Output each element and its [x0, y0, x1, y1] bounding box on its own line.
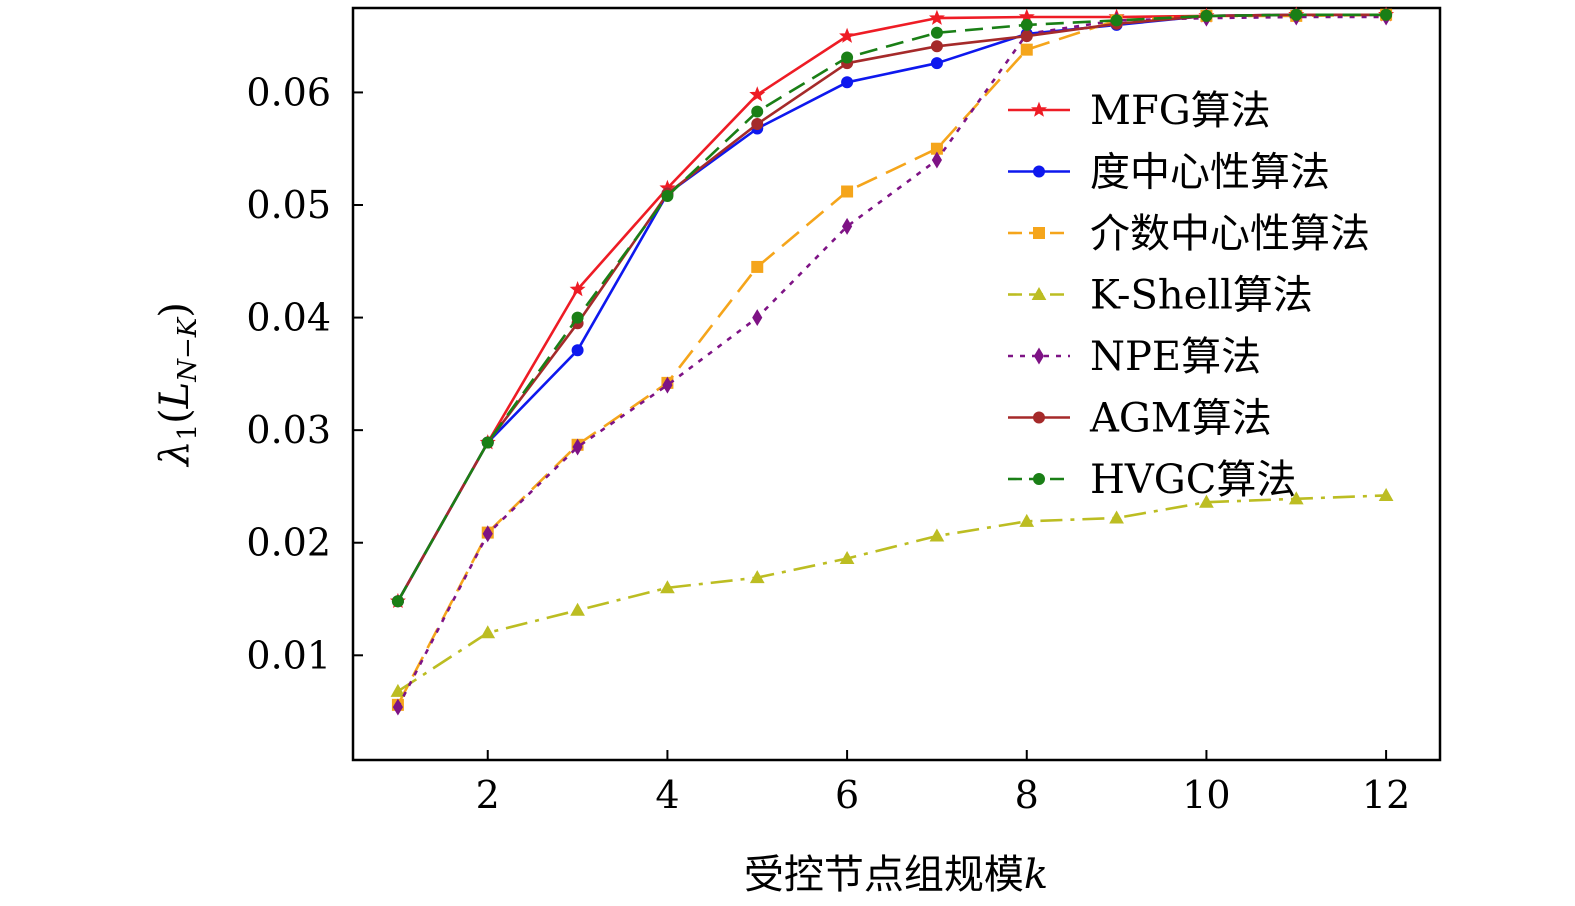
data-point [481, 436, 494, 449]
data-point [1380, 8, 1393, 21]
legend-label: 介数中心性算法 [1090, 211, 1370, 257]
y-axis-title-sub1: 1 [173, 424, 203, 441]
data-point [391, 595, 404, 608]
legend-marker [1033, 411, 1045, 424]
plot-frame [351, 6, 1442, 762]
y-tick-label: 0.04 [246, 296, 331, 340]
data-point [570, 602, 585, 616]
y-tick-label: 0.03 [246, 408, 331, 452]
data-point [1110, 14, 1123, 27]
x-axis-title: 受控节点组规模k [744, 852, 1048, 898]
data-point [661, 190, 674, 202]
data-point [930, 40, 943, 53]
y-axis-title: λ1(LN−K) [152, 302, 203, 468]
legend-item: NPE算法 [1008, 334, 1261, 380]
y-axis-title-close: ) [152, 302, 198, 318]
legend-label: K-Shell算法 [1090, 273, 1313, 319]
x-tick-label: 8 [1015, 773, 1039, 817]
x-tick-label: 10 [1182, 773, 1230, 817]
data-point [480, 625, 496, 639]
legend-label: 度中心性算法 [1090, 150, 1330, 196]
legend-marker [1033, 165, 1045, 178]
data-point [390, 683, 406, 697]
x-axis-title-text: 受控节点组规模 [744, 852, 1024, 898]
y-tick-label: 0.05 [246, 183, 331, 227]
legend-label: NPE算法 [1090, 334, 1261, 380]
legend-item: 度中心性算法 [1008, 150, 1330, 196]
data-point [842, 217, 853, 235]
data-point [751, 260, 764, 273]
y-tick-label: 0.01 [246, 633, 331, 677]
data-point [841, 185, 854, 198]
legend-marker [1033, 227, 1045, 239]
series-line [396, 13, 1387, 602]
x-tick-label: 12 [1362, 773, 1410, 817]
data-point [660, 580, 675, 594]
x-axis-title-var: k [1024, 852, 1048, 898]
data-point [751, 117, 764, 130]
data-point [662, 376, 673, 394]
series-layer [389, 6, 1395, 716]
data-point [930, 57, 943, 70]
x-tick-label: 6 [835, 773, 859, 817]
series-4 [390, 487, 1394, 697]
legend-marker [1033, 473, 1045, 485]
data-point [1199, 494, 1214, 508]
y-tick-label: 0.02 [246, 521, 331, 565]
y-axis-ticks: 0.01 0.02 0.03 0.04 0.05 0.06 [246, 70, 363, 677]
data-point [749, 570, 765, 584]
data-point [928, 9, 945, 25]
data-point [751, 105, 764, 118]
legend-item: 介数中心性算法 [1008, 211, 1370, 257]
data-point [1020, 43, 1033, 56]
data-point [931, 151, 943, 169]
data-point [839, 550, 855, 564]
legend-marker [1031, 286, 1047, 300]
data-point [841, 76, 854, 89]
series-line [397, 494, 1387, 693]
legend-label: MFG算法 [1090, 88, 1271, 134]
data-point [1378, 487, 1394, 501]
x-tick-label: 4 [655, 773, 679, 817]
data-point [569, 281, 586, 297]
data-point [930, 26, 943, 39]
y-axis-title-sub: N−K [173, 316, 203, 383]
data-point [571, 311, 584, 324]
data-point [839, 27, 856, 43]
data-point [1200, 9, 1213, 22]
legend-marker [1031, 101, 1047, 117]
series-7 [391, 8, 1393, 608]
x-tick-label: 2 [476, 773, 500, 817]
legend-marker [1033, 347, 1045, 365]
data-point [841, 51, 854, 64]
y-axis-title-open: ( [152, 408, 198, 424]
data-point [752, 309, 763, 327]
y-axis-title-L: L [152, 382, 198, 410]
data-point [1109, 510, 1124, 524]
y-tick-label: 0.06 [246, 70, 331, 114]
legend-item: K-Shell算法 [1008, 273, 1313, 319]
legend-item: MFG算法 [1008, 88, 1271, 134]
x-axis-ticks: 2 4 6 8 10 12 [476, 750, 1410, 817]
data-point [929, 528, 945, 542]
data-point [749, 86, 766, 102]
data-point [1020, 18, 1033, 31]
series-line [396, 15, 1387, 708]
data-point [1290, 8, 1303, 21]
legend-label: AGM算法 [1089, 396, 1272, 442]
legend-item: HVGC算法 [1008, 457, 1296, 503]
data-point [572, 438, 583, 456]
data-point [571, 344, 584, 357]
data-point [1020, 30, 1033, 43]
legend-item: AGM算法 [1008, 396, 1272, 442]
data-point [392, 698, 404, 716]
data-point [1019, 513, 1035, 527]
legend-label: HVGC算法 [1090, 457, 1296, 503]
data-point [1288, 491, 1304, 505]
y-axis-title-lambda: λ [152, 440, 198, 467]
data-point [482, 525, 493, 543]
